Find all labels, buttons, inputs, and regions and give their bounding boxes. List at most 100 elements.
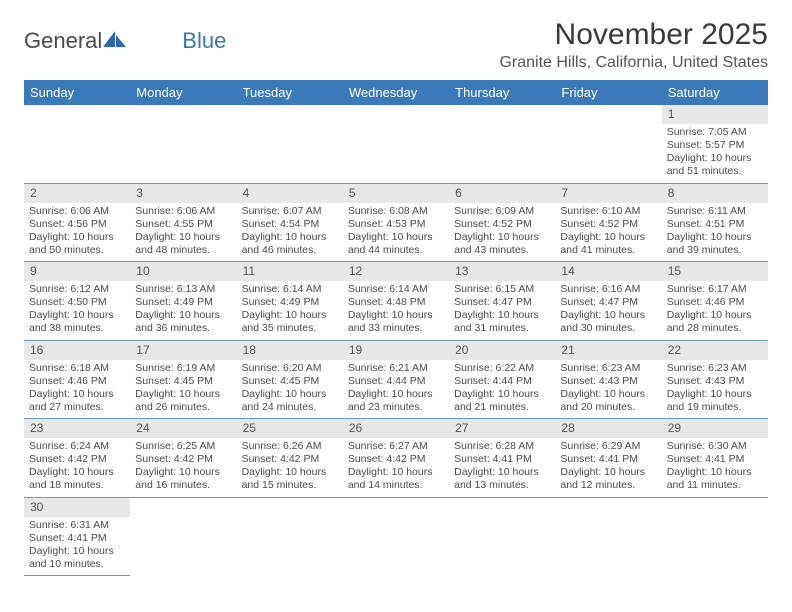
day-info-line: and 21 minutes. <box>454 401 550 414</box>
day-info-line: Sunrise: 7:05 AM <box>667 126 763 139</box>
day-info-line: Daylight: 10 hours <box>667 231 763 244</box>
day-number: 19 <box>343 341 449 360</box>
day-info-line: Daylight: 10 hours <box>135 466 231 479</box>
day-info-line: Daylight: 10 hours <box>242 388 338 401</box>
day-info-line: and 30 minutes. <box>560 322 656 335</box>
weekday-header: Monday <box>130 80 236 105</box>
day-number: 27 <box>449 419 555 438</box>
day-body: Sunrise: 6:06 AMSunset: 4:55 PMDaylight:… <box>130 203 236 262</box>
day-info-line: Sunset: 4:46 PM <box>29 375 125 388</box>
day-info-line: Daylight: 10 hours <box>242 231 338 244</box>
day-info-line: Sunrise: 6:07 AM <box>242 205 338 218</box>
day-body: Sunrise: 6:18 AMSunset: 4:46 PMDaylight:… <box>24 360 130 419</box>
day-info-line: Sunset: 4:51 PM <box>667 218 763 231</box>
calendar-cell <box>449 497 555 576</box>
day-body: Sunrise: 6:29 AMSunset: 4:41 PMDaylight:… <box>555 438 661 497</box>
day-info-line: Daylight: 10 hours <box>29 231 125 244</box>
day-info-line: Sunset: 4:50 PM <box>29 296 125 309</box>
day-info-line: Daylight: 10 hours <box>454 388 550 401</box>
calendar-cell <box>237 105 343 183</box>
sail-icon <box>102 30 128 48</box>
day-body: Sunrise: 6:10 AMSunset: 4:52 PMDaylight:… <box>555 203 661 262</box>
calendar-cell: 10Sunrise: 6:13 AMSunset: 4:49 PMDayligh… <box>130 262 236 341</box>
day-info-line: and 28 minutes. <box>667 322 763 335</box>
day-info-line: Sunset: 4:46 PM <box>667 296 763 309</box>
calendar-cell: 21Sunrise: 6:23 AMSunset: 4:43 PMDayligh… <box>555 340 661 419</box>
day-info-line: Daylight: 10 hours <box>29 388 125 401</box>
day-info-line: Sunrise: 6:25 AM <box>135 440 231 453</box>
day-info-line: Sunrise: 6:24 AM <box>29 440 125 453</box>
day-info-line: Sunset: 4:44 PM <box>454 375 550 388</box>
day-info-line: Sunrise: 6:14 AM <box>348 283 444 296</box>
day-body: Sunrise: 6:11 AMSunset: 4:51 PMDaylight:… <box>662 203 768 262</box>
day-info-line: Sunset: 4:41 PM <box>667 453 763 466</box>
day-body: Sunrise: 6:14 AMSunset: 4:48 PMDaylight:… <box>343 281 449 340</box>
calendar-cell: 11Sunrise: 6:14 AMSunset: 4:49 PMDayligh… <box>237 262 343 341</box>
day-info-line: Sunset: 4:45 PM <box>242 375 338 388</box>
day-info-line: Sunrise: 6:21 AM <box>348 362 444 375</box>
day-body: Sunrise: 6:30 AMSunset: 4:41 PMDaylight:… <box>662 438 768 497</box>
calendar-cell: 27Sunrise: 6:28 AMSunset: 4:41 PMDayligh… <box>449 419 555 498</box>
calendar-week-row: 30Sunrise: 6:31 AMSunset: 4:41 PMDayligh… <box>24 497 768 576</box>
day-number: 18 <box>237 341 343 360</box>
weekday-header: Tuesday <box>237 80 343 105</box>
calendar-week-row: 1Sunrise: 7:05 AMSunset: 5:57 PMDaylight… <box>24 105 768 183</box>
day-info-line: Sunrise: 6:28 AM <box>454 440 550 453</box>
day-number: 21 <box>555 341 661 360</box>
day-info-line: Sunset: 4:49 PM <box>135 296 231 309</box>
day-info-line: Sunrise: 6:11 AM <box>667 205 763 218</box>
day-body: Sunrise: 6:28 AMSunset: 4:41 PMDaylight:… <box>449 438 555 497</box>
day-info-line: Daylight: 10 hours <box>348 231 444 244</box>
day-number: 23 <box>24 419 130 438</box>
day-info-line: Daylight: 10 hours <box>454 231 550 244</box>
day-body: Sunrise: 6:23 AMSunset: 4:43 PMDaylight:… <box>555 360 661 419</box>
day-info-line: Daylight: 10 hours <box>667 309 763 322</box>
day-number: 9 <box>24 262 130 281</box>
day-info-line: and 23 minutes. <box>348 401 444 414</box>
day-body: Sunrise: 6:26 AMSunset: 4:42 PMDaylight:… <box>237 438 343 497</box>
weekday-header: Thursday <box>449 80 555 105</box>
day-info-line: and 41 minutes. <box>560 244 656 257</box>
day-number: 6 <box>449 184 555 203</box>
calendar-cell: 23Sunrise: 6:24 AMSunset: 4:42 PMDayligh… <box>24 419 130 498</box>
day-info-line: and 16 minutes. <box>135 479 231 492</box>
weekday-header-row: Sunday Monday Tuesday Wednesday Thursday… <box>24 80 768 105</box>
calendar-cell <box>130 105 236 183</box>
day-number: 13 <box>449 262 555 281</box>
day-info-line: Sunrise: 6:23 AM <box>667 362 763 375</box>
day-number: 22 <box>662 341 768 360</box>
day-info-line: Sunrise: 6:16 AM <box>560 283 656 296</box>
day-body: Sunrise: 6:27 AMSunset: 4:42 PMDaylight:… <box>343 438 449 497</box>
calendar-cell: 12Sunrise: 6:14 AMSunset: 4:48 PMDayligh… <box>343 262 449 341</box>
day-info-line: Sunrise: 6:19 AM <box>135 362 231 375</box>
day-number: 26 <box>343 419 449 438</box>
day-info-line: Daylight: 10 hours <box>29 545 125 558</box>
day-info-line: Sunrise: 6:23 AM <box>560 362 656 375</box>
day-info-line: and 43 minutes. <box>454 244 550 257</box>
calendar-cell: 25Sunrise: 6:26 AMSunset: 4:42 PMDayligh… <box>237 419 343 498</box>
day-number: 25 <box>237 419 343 438</box>
day-info-line: Daylight: 10 hours <box>29 466 125 479</box>
calendar-cell <box>237 497 343 576</box>
day-info-line: and 13 minutes. <box>454 479 550 492</box>
month-title: November 2025 <box>499 18 768 52</box>
day-info-line: Sunrise: 6:26 AM <box>242 440 338 453</box>
day-number: 29 <box>662 419 768 438</box>
day-info-line: Sunset: 4:54 PM <box>242 218 338 231</box>
day-body: Sunrise: 6:16 AMSunset: 4:47 PMDaylight:… <box>555 281 661 340</box>
day-info-line: Sunrise: 6:06 AM <box>29 205 125 218</box>
day-info-line: Daylight: 10 hours <box>560 466 656 479</box>
day-body: Sunrise: 6:08 AMSunset: 4:53 PMDaylight:… <box>343 203 449 262</box>
day-info-line: and 19 minutes. <box>667 401 763 414</box>
day-info-line: Daylight: 10 hours <box>454 466 550 479</box>
day-info-line: Sunset: 4:41 PM <box>560 453 656 466</box>
day-body: Sunrise: 6:17 AMSunset: 4:46 PMDaylight:… <box>662 281 768 340</box>
day-info-line: Sunrise: 6:09 AM <box>454 205 550 218</box>
day-info-line: Daylight: 10 hours <box>560 388 656 401</box>
logo: General Blue <box>24 18 226 54</box>
day-info-line: Sunset: 4:55 PM <box>135 218 231 231</box>
day-info-line: and 39 minutes. <box>667 244 763 257</box>
day-body: Sunrise: 6:07 AMSunset: 4:54 PMDaylight:… <box>237 203 343 262</box>
calendar-cell: 22Sunrise: 6:23 AMSunset: 4:43 PMDayligh… <box>662 340 768 419</box>
day-info-line: Sunset: 4:52 PM <box>454 218 550 231</box>
